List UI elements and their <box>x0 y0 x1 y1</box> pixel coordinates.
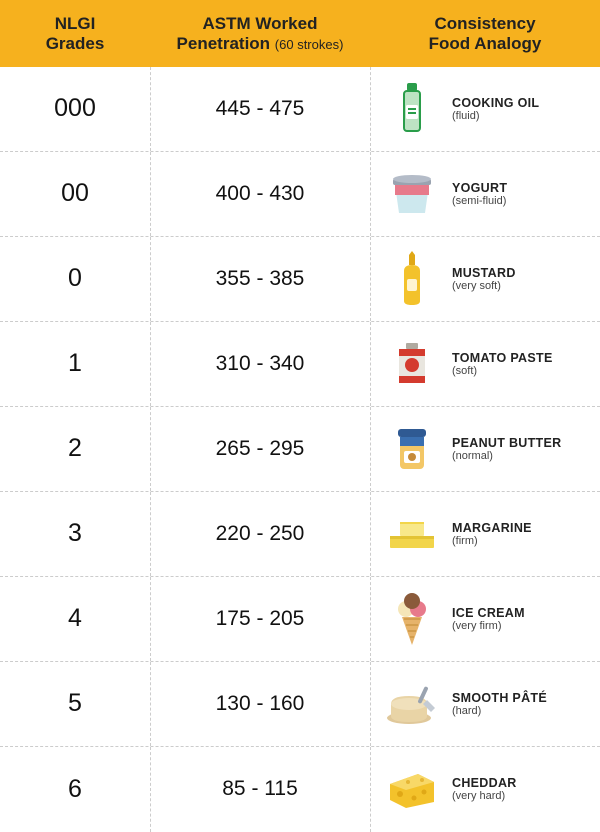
grade-value: 3 <box>0 519 150 548</box>
peanut-icon <box>384 418 440 480</box>
tomato-icon <box>384 333 440 395</box>
table-row: 0355 - 385 MUSTARD(very soft) <box>0 237 600 322</box>
icecream-icon <box>384 588 440 650</box>
food-desc: (very firm) <box>452 620 525 632</box>
food-desc: (hard) <box>452 705 547 717</box>
mustard-icon <box>384 248 440 310</box>
penetration-value: 220 - 250 <box>150 522 370 546</box>
header-grades-l1: NLGI <box>0 14 150 34</box>
penetration-value: 355 - 385 <box>150 267 370 291</box>
header-pen-l2: Penetration (60 strokes) <box>150 34 370 54</box>
table-row: 685 - 115 CHEDDAR(very hard) <box>0 747 600 832</box>
nlgi-table: NLGI Grades ASTM Worked Penetration (60 … <box>0 0 600 832</box>
header-analogy-l1: Consistency <box>370 14 600 34</box>
table-body: 000445 - 475COOKING OIL(fluid)00400 - 43… <box>0 67 600 832</box>
penetration-value: 445 - 475 <box>150 97 370 121</box>
analogy-cell: ICE CREAM(very firm) <box>370 588 600 650</box>
cheddar-icon <box>384 758 440 820</box>
food-text: PEANUT BUTTER(normal) <box>452 436 561 462</box>
oil-icon <box>384 78 440 140</box>
food-desc: (very soft) <box>452 280 516 292</box>
food-name: PEANUT BUTTER <box>452 436 561 450</box>
grade-value: 00 <box>0 179 150 208</box>
header-grades: NLGI Grades <box>0 14 150 55</box>
analogy-cell: PEANUT BUTTER(normal) <box>370 418 600 480</box>
pate-icon <box>384 673 440 735</box>
yogurt-icon <box>384 163 440 225</box>
food-name: MARGARINE <box>452 521 532 535</box>
header-penetration: ASTM Worked Penetration (60 strokes) <box>150 14 370 55</box>
food-desc: (fluid) <box>452 110 539 122</box>
grade-value: 2 <box>0 434 150 463</box>
grade-value: 000 <box>0 94 150 123</box>
analogy-cell: COOKING OIL(fluid) <box>370 78 600 140</box>
food-name: MUSTARD <box>452 266 516 280</box>
food-text: SMOOTH PÂTÉ(hard) <box>452 691 547 717</box>
food-name: COOKING OIL <box>452 96 539 110</box>
header-analogy: Consistency Food Analogy <box>370 14 600 55</box>
grade-value: 5 <box>0 689 150 718</box>
food-text: CHEDDAR(very hard) <box>452 776 517 802</box>
table-header: NLGI Grades ASTM Worked Penetration (60 … <box>0 0 600 67</box>
food-desc: (normal) <box>452 450 561 462</box>
grade-value: 1 <box>0 349 150 378</box>
food-name: CHEDDAR <box>452 776 517 790</box>
header-pen-l1: ASTM Worked <box>150 14 370 34</box>
header-grades-l2: Grades <box>0 34 150 54</box>
food-text: TOMATO PASTE(soft) <box>452 351 553 377</box>
header-analogy-l2: Food Analogy <box>370 34 600 54</box>
grade-value: 0 <box>0 264 150 293</box>
analogy-cell: MARGARINE(firm) <box>370 503 600 565</box>
penetration-value: 310 - 340 <box>150 352 370 376</box>
analogy-cell: YOGURT(semi-fluid) <box>370 163 600 225</box>
food-text: YOGURT(semi-fluid) <box>452 181 507 207</box>
food-desc: (soft) <box>452 365 553 377</box>
food-desc: (very hard) <box>452 790 517 802</box>
analogy-cell: CHEDDAR(very hard) <box>370 758 600 820</box>
food-name: YOGURT <box>452 181 507 195</box>
grade-value: 6 <box>0 775 150 804</box>
table-row: 1310 - 340 TOMATO PASTE(soft) <box>0 322 600 407</box>
analogy-cell: MUSTARD(very soft) <box>370 248 600 310</box>
table-row: 5130 - 160 SMOOTH PÂTÉ(hard) <box>0 662 600 747</box>
analogy-cell: TOMATO PASTE(soft) <box>370 333 600 395</box>
table-row: 2265 - 295 PEANUT BUTTER(normal) <box>0 407 600 492</box>
table-row: 4175 - 205 ICE CREAM(very firm) <box>0 577 600 662</box>
food-text: ICE CREAM(very firm) <box>452 606 525 632</box>
penetration-value: 175 - 205 <box>150 607 370 631</box>
table-row: 3220 - 250 MARGARINE(firm) <box>0 492 600 577</box>
penetration-value: 265 - 295 <box>150 437 370 461</box>
table-row: 00400 - 430 YOGURT(semi-fluid) <box>0 152 600 237</box>
food-text: MARGARINE(firm) <box>452 521 532 547</box>
food-text: MUSTARD(very soft) <box>452 266 516 292</box>
food-desc: (semi-fluid) <box>452 195 507 207</box>
food-name: ICE CREAM <box>452 606 525 620</box>
food-name: TOMATO PASTE <box>452 351 553 365</box>
margarine-icon <box>384 503 440 565</box>
food-desc: (firm) <box>452 535 532 547</box>
penetration-value: 85 - 115 <box>150 777 370 801</box>
food-text: COOKING OIL(fluid) <box>452 96 539 122</box>
penetration-value: 400 - 430 <box>150 182 370 206</box>
table-row: 000445 - 475 COOKING OIL(fluid) <box>0 67 600 152</box>
grade-value: 4 <box>0 604 150 633</box>
penetration-value: 130 - 160 <box>150 692 370 716</box>
analogy-cell: SMOOTH PÂTÉ(hard) <box>370 673 600 735</box>
food-name: SMOOTH PÂTÉ <box>452 691 547 705</box>
